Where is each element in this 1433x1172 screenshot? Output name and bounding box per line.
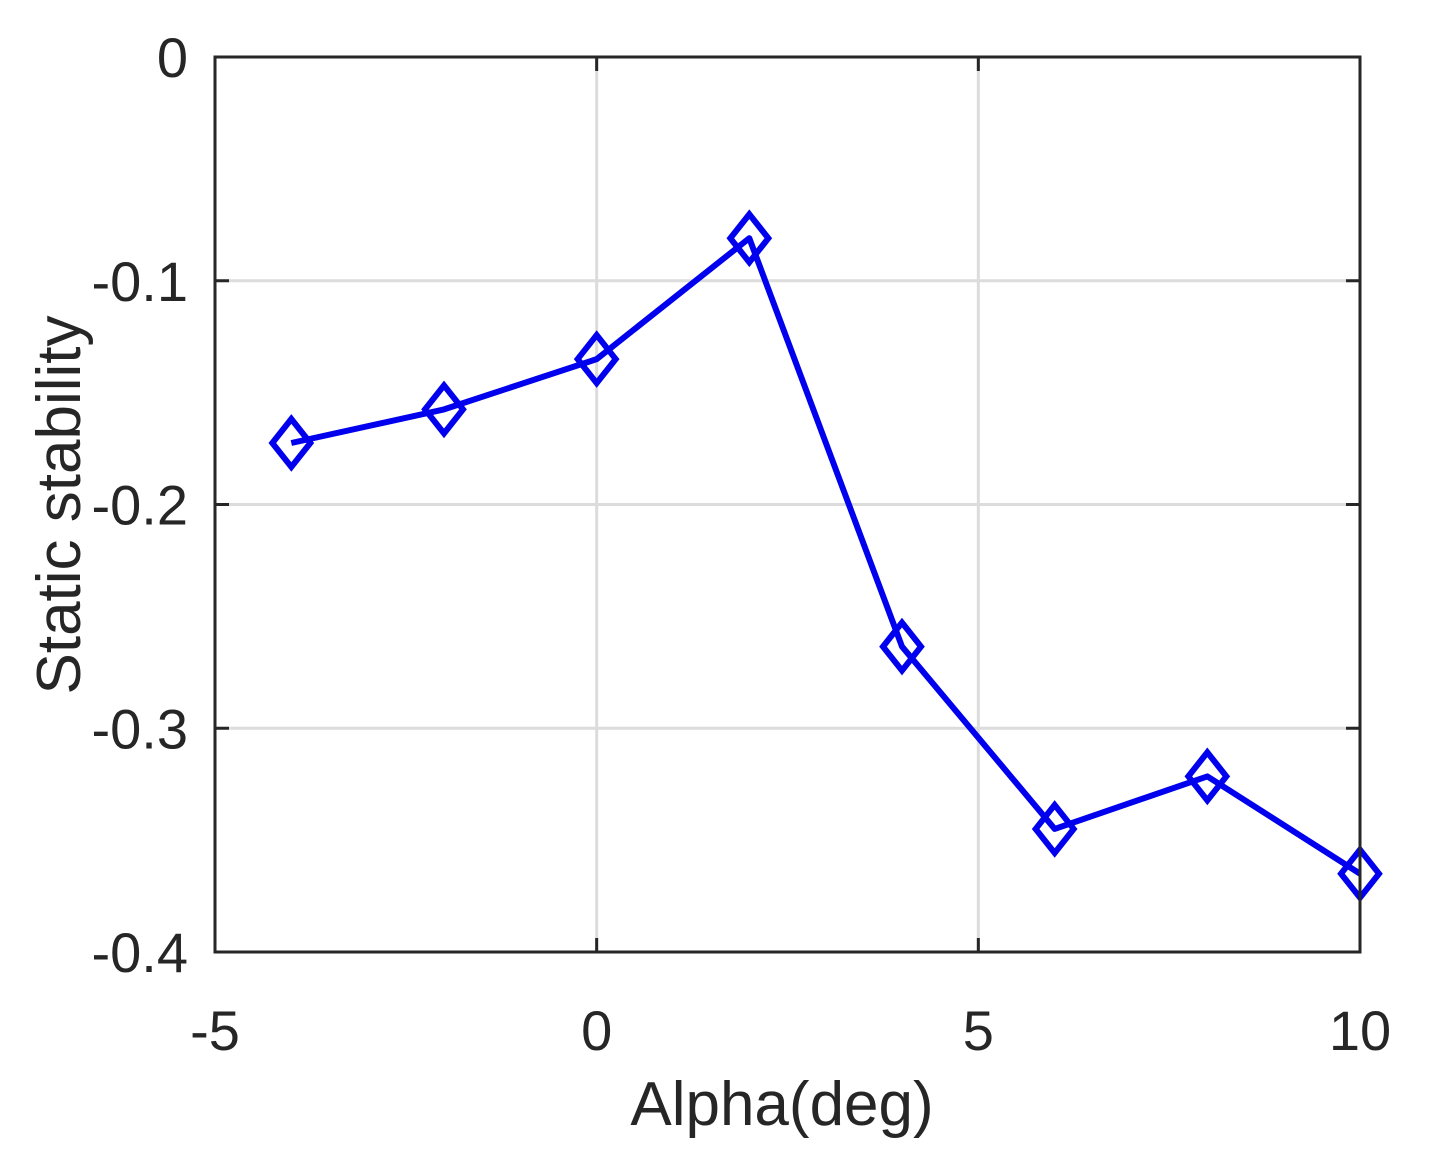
data-point-marker [268,414,315,472]
x-tick-label: 10 [1329,999,1391,1062]
data-point-marker [879,617,925,676]
data-point-marker [421,380,467,439]
data-point-marker [1031,800,1078,858]
y-tick-label: -0.4 [92,921,189,984]
data-point-marker [573,330,620,388]
data-point-marker [1184,747,1231,806]
y-axis-title: Static stability [25,315,94,694]
x-axis-title: Alpha(deg) [630,1070,933,1139]
y-tick-label: -0.3 [92,697,189,760]
series-layer [268,209,1383,903]
axis-ticks: -5 0 5 10 -0.4 -0.3 -0.2 -0.1 0 [92,26,1392,1062]
y-tick-label: -0.1 [92,250,189,313]
x-tick-label: 0 [581,999,612,1062]
data-point-marker [726,209,773,268]
x-tick-label: 5 [963,999,994,1062]
y-tick-label: -0.2 [92,474,189,537]
y-tick-label: 0 [157,26,188,89]
x-tick-label: -5 [190,999,240,1062]
series-line [290,235,1362,877]
